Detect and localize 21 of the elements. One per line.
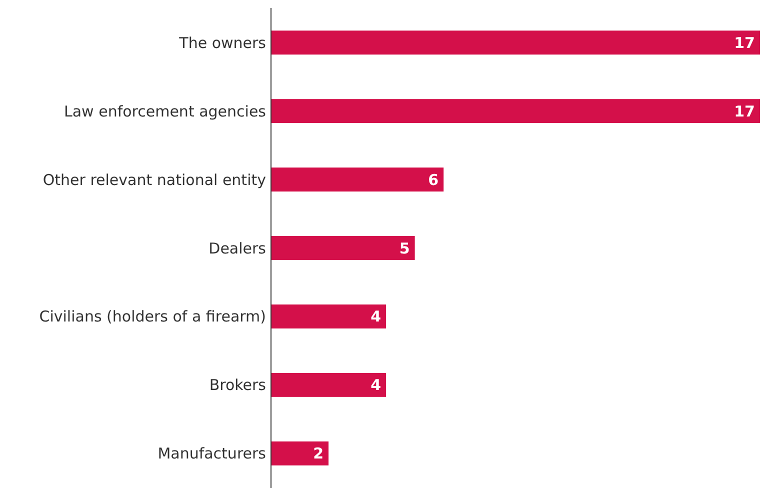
y-tick-label: Dealers [208, 239, 266, 258]
y-tick-label: Manufacturers [158, 444, 266, 463]
bar [271, 99, 760, 124]
bar [271, 236, 415, 260]
data-label: 17 [734, 34, 755, 52]
bar [271, 168, 444, 192]
bar [271, 304, 386, 328]
data-label: 5 [399, 239, 410, 258]
data-label: 17 [734, 102, 755, 120]
bar [271, 441, 329, 466]
bar [271, 372, 386, 397]
y-tick-label: The owners [178, 34, 266, 52]
y-tick-label: Other relevant national entity [42, 170, 266, 189]
bar [271, 30, 760, 55]
data-label: 2 [313, 444, 324, 463]
y-tick-label: Brokers [209, 376, 266, 394]
data-label: 4 [370, 308, 382, 326]
data-label: 4 [370, 376, 382, 394]
data-label: 6 [428, 170, 439, 189]
y-tick-label: Law enforcement agencies [64, 102, 266, 120]
y-tick-label: Civilians (holders of a firearm) [39, 308, 266, 326]
